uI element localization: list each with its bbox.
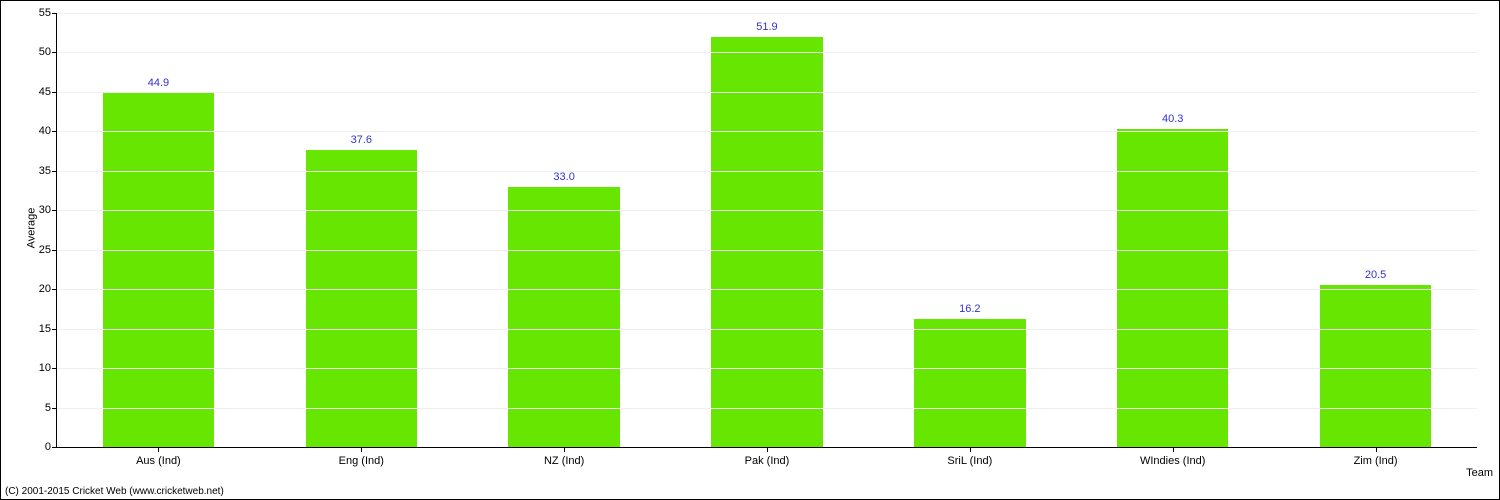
y-tick-label: 20 bbox=[39, 283, 57, 295]
bar: 40.3 bbox=[1117, 129, 1229, 447]
gridline bbox=[57, 210, 1477, 211]
y-axis-title: Average bbox=[25, 208, 37, 249]
bar: 51.9 bbox=[711, 37, 823, 447]
bar-value-label: 20.5 bbox=[1276, 269, 1476, 285]
gridline bbox=[57, 92, 1477, 93]
bars-container: 44.9 37.6 33.0 51.9 16.2 40.3 20.5 bbox=[57, 13, 1477, 447]
y-tick-label: 55 bbox=[39, 7, 57, 19]
bar: 44.9 bbox=[103, 93, 215, 447]
y-tick-label: 50 bbox=[39, 46, 57, 58]
bar-value-label: 37.6 bbox=[261, 134, 461, 150]
y-tick-label: 30 bbox=[39, 204, 57, 216]
x-tick-label: Pak (Ind) bbox=[667, 447, 867, 467]
gridline bbox=[57, 329, 1477, 330]
x-tick-label: Zim (Ind) bbox=[1276, 447, 1476, 467]
gridline bbox=[57, 52, 1477, 53]
bar: 37.6 bbox=[306, 150, 418, 447]
x-tick-label: WIndies (Ind) bbox=[1073, 447, 1273, 467]
gridline bbox=[57, 368, 1477, 369]
x-tick-label: Eng (Ind) bbox=[261, 447, 461, 467]
plot-area: 44.937.633.051.916.240.320.5 05101520253… bbox=[57, 13, 1477, 447]
y-tick-label: 15 bbox=[39, 323, 57, 335]
gridline bbox=[57, 131, 1477, 132]
bar-chart: 44.9 37.6 33.0 51.9 16.2 40.3 20.5 0 5 10 15 20 25 3… bbox=[0, 0, 1500, 500]
bar-value-label: 16.2 bbox=[870, 303, 1070, 319]
bar-value-label: 33.0 bbox=[464, 171, 664, 187]
y-tick-label: 5 bbox=[45, 402, 57, 414]
y-tick-label: 10 bbox=[39, 362, 57, 374]
y-tick-label: 35 bbox=[39, 165, 57, 177]
gridline bbox=[57, 13, 1477, 14]
gridline bbox=[57, 250, 1477, 251]
y-tick-label: 45 bbox=[39, 86, 57, 98]
y-tick-label: 25 bbox=[39, 244, 57, 256]
bar: 16.2 bbox=[914, 319, 1026, 447]
x-tick-label: NZ (Ind) bbox=[464, 447, 664, 467]
copyright-text: (C) 2001-2015 Cricket Web (www.cricketwe… bbox=[5, 486, 224, 497]
gridline bbox=[57, 289, 1477, 290]
x-tick-label: SriL (Ind) bbox=[870, 447, 1070, 467]
y-tick-label: 0 bbox=[45, 441, 57, 453]
bar-value-label: 44.9 bbox=[58, 77, 258, 93]
gridline bbox=[57, 171, 1477, 172]
y-tick-label: 40 bbox=[39, 125, 57, 137]
bar: 20.5 bbox=[1320, 285, 1432, 447]
bar-value-label: 40.3 bbox=[1073, 113, 1273, 129]
x-axis-title: Team bbox=[1466, 467, 1493, 479]
x-tick-label: Aus (Ind) bbox=[58, 447, 258, 467]
gridline bbox=[57, 408, 1477, 409]
bar-value-label: 51.9 bbox=[667, 21, 867, 37]
